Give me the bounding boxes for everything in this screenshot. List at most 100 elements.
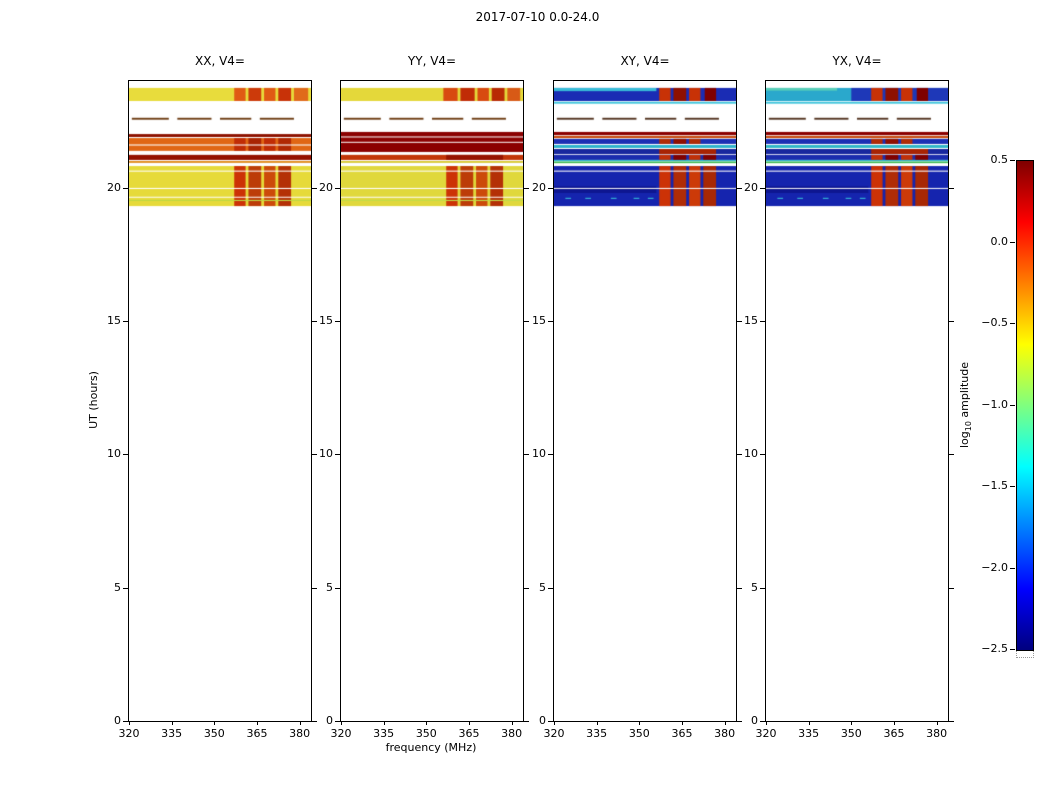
- x-tick-label: 380: [501, 727, 523, 740]
- y-tick: [524, 454, 529, 456]
- x-tick: [936, 721, 938, 725]
- y-tick: [312, 587, 317, 589]
- y-tick-label: 0: [114, 714, 121, 727]
- y-tick-label: 10: [744, 447, 758, 461]
- y-tick: [335, 321, 340, 322]
- y-tick: [312, 721, 317, 722]
- x-tick-label: 320: [330, 727, 352, 740]
- y-tick-label: 0: [326, 714, 333, 727]
- colorbar-gradient: [1016, 160, 1034, 651]
- y-tick: [548, 187, 553, 189]
- x-tick-label: 335: [373, 727, 395, 740]
- x-tick-label: 335: [798, 727, 820, 740]
- x-tick: [766, 721, 767, 725]
- y-tick: [123, 187, 128, 189]
- x-tick: [299, 721, 301, 725]
- y-tick-label: 10: [107, 447, 121, 461]
- x-tick-label: 320: [755, 727, 777, 740]
- x-tick: [681, 721, 683, 725]
- y-tick-label: 15: [744, 314, 758, 327]
- y-tick-label: 0: [539, 714, 546, 727]
- colorbar-tick-label: −2.5: [981, 642, 1008, 655]
- y-tick-label: 5: [751, 580, 758, 594]
- y-tick: [335, 187, 340, 189]
- y-tick: [548, 721, 553, 722]
- colorbar-tick: [1010, 567, 1015, 569]
- y-tick-label: 15: [319, 314, 333, 327]
- axes-yx: YX, V4= 320 335 350 365 380 0 5 10 15 20: [744, 54, 954, 740]
- x-tick-label: 320: [543, 727, 565, 740]
- colorbar-extend: [1016, 651, 1034, 658]
- y-tick: [737, 454, 742, 456]
- colorbar-tick: [1010, 486, 1015, 487]
- y-tick-label: 15: [532, 314, 546, 327]
- x-tick: [214, 721, 216, 725]
- y-tick: [548, 454, 553, 456]
- y-tick: [524, 187, 529, 189]
- colorbar-tick: [1010, 404, 1015, 406]
- x-axis-label: frequency (MHz): [385, 741, 477, 754]
- colorbar-label-post: amplitude: [958, 361, 971, 422]
- y-tick-label: 10: [319, 447, 333, 461]
- x-tick: [426, 721, 428, 725]
- y-tick: [548, 587, 553, 589]
- colorbar-tick: [1010, 160, 1015, 161]
- colorbar-tick-label: −1.5: [981, 479, 1008, 492]
- y-tick: [949, 454, 954, 456]
- colorbar-label-sub: 10: [964, 421, 974, 432]
- y-tick: [123, 321, 128, 322]
- x-tick: [468, 721, 470, 725]
- x-tick: [129, 721, 130, 725]
- x-tick-label: 380: [289, 727, 311, 740]
- y-tick: [760, 321, 765, 322]
- colorbar-tick-label: 0.5: [990, 153, 1009, 166]
- y-tick: [737, 187, 742, 189]
- x-tick: [383, 721, 385, 725]
- spectrogram-xx: [129, 81, 311, 721]
- axes-title-yy: YY, V4=: [407, 54, 457, 68]
- x-tick-label: 335: [586, 727, 608, 740]
- x-tick: [554, 721, 555, 725]
- spectrogram-xy: [554, 81, 736, 721]
- x-tick: [256, 721, 258, 725]
- y-tick: [737, 587, 742, 589]
- x-tick: [893, 721, 895, 725]
- colorbar-tick-label: 0.0: [990, 234, 1009, 248]
- spectrogram-yy: [341, 81, 523, 721]
- axes-yy: YY, V4= 320 335 350 365 380 0 5 10 15 20: [319, 54, 529, 740]
- y-tick: [335, 454, 340, 456]
- y-tick: [335, 587, 340, 589]
- y-tick: [123, 587, 128, 589]
- x-tick-label: 365: [246, 727, 268, 740]
- axes-xx: XX, V4= 320 335 350 365 380 0 5 10 15 20: [107, 54, 317, 740]
- y-tick-label: 20: [532, 180, 546, 194]
- x-tick: [639, 721, 641, 725]
- y-tick: [312, 321, 317, 322]
- y-tick: [123, 454, 128, 456]
- axes-title-xy: XY, V4=: [620, 54, 670, 68]
- y-tick-label: 0: [751, 714, 758, 727]
- x-tick-label: 350: [840, 727, 862, 740]
- y-tick: [312, 454, 317, 456]
- colorbar-label: log10 amplitude: [958, 325, 974, 485]
- x-tick: [596, 721, 598, 725]
- y-tick: [737, 721, 742, 722]
- y-tick-label: 5: [326, 580, 333, 594]
- axes-xy: XY, V4= 320 335 350 365 380 0 5 10 15 20: [532, 54, 742, 740]
- x-tick: [851, 721, 853, 725]
- axes-title-yx: YX, V4=: [832, 54, 882, 68]
- colorbar-tick-label: −0.5: [981, 316, 1008, 329]
- colorbar-tick: [1010, 241, 1015, 243]
- x-tick-label: 365: [671, 727, 693, 740]
- y-tick: [335, 721, 340, 722]
- figure-title: 2017-07-10 0.0-24.0: [475, 10, 600, 24]
- y-tick: [760, 187, 765, 189]
- y-tick: [949, 587, 954, 589]
- y-tick: [524, 587, 529, 589]
- colorbar-tick-label: −1.0: [981, 397, 1008, 411]
- x-tick-label: 380: [926, 727, 948, 740]
- x-tick: [808, 721, 810, 725]
- y-tick-label: 5: [114, 580, 121, 594]
- y-tick-label: 20: [744, 180, 758, 194]
